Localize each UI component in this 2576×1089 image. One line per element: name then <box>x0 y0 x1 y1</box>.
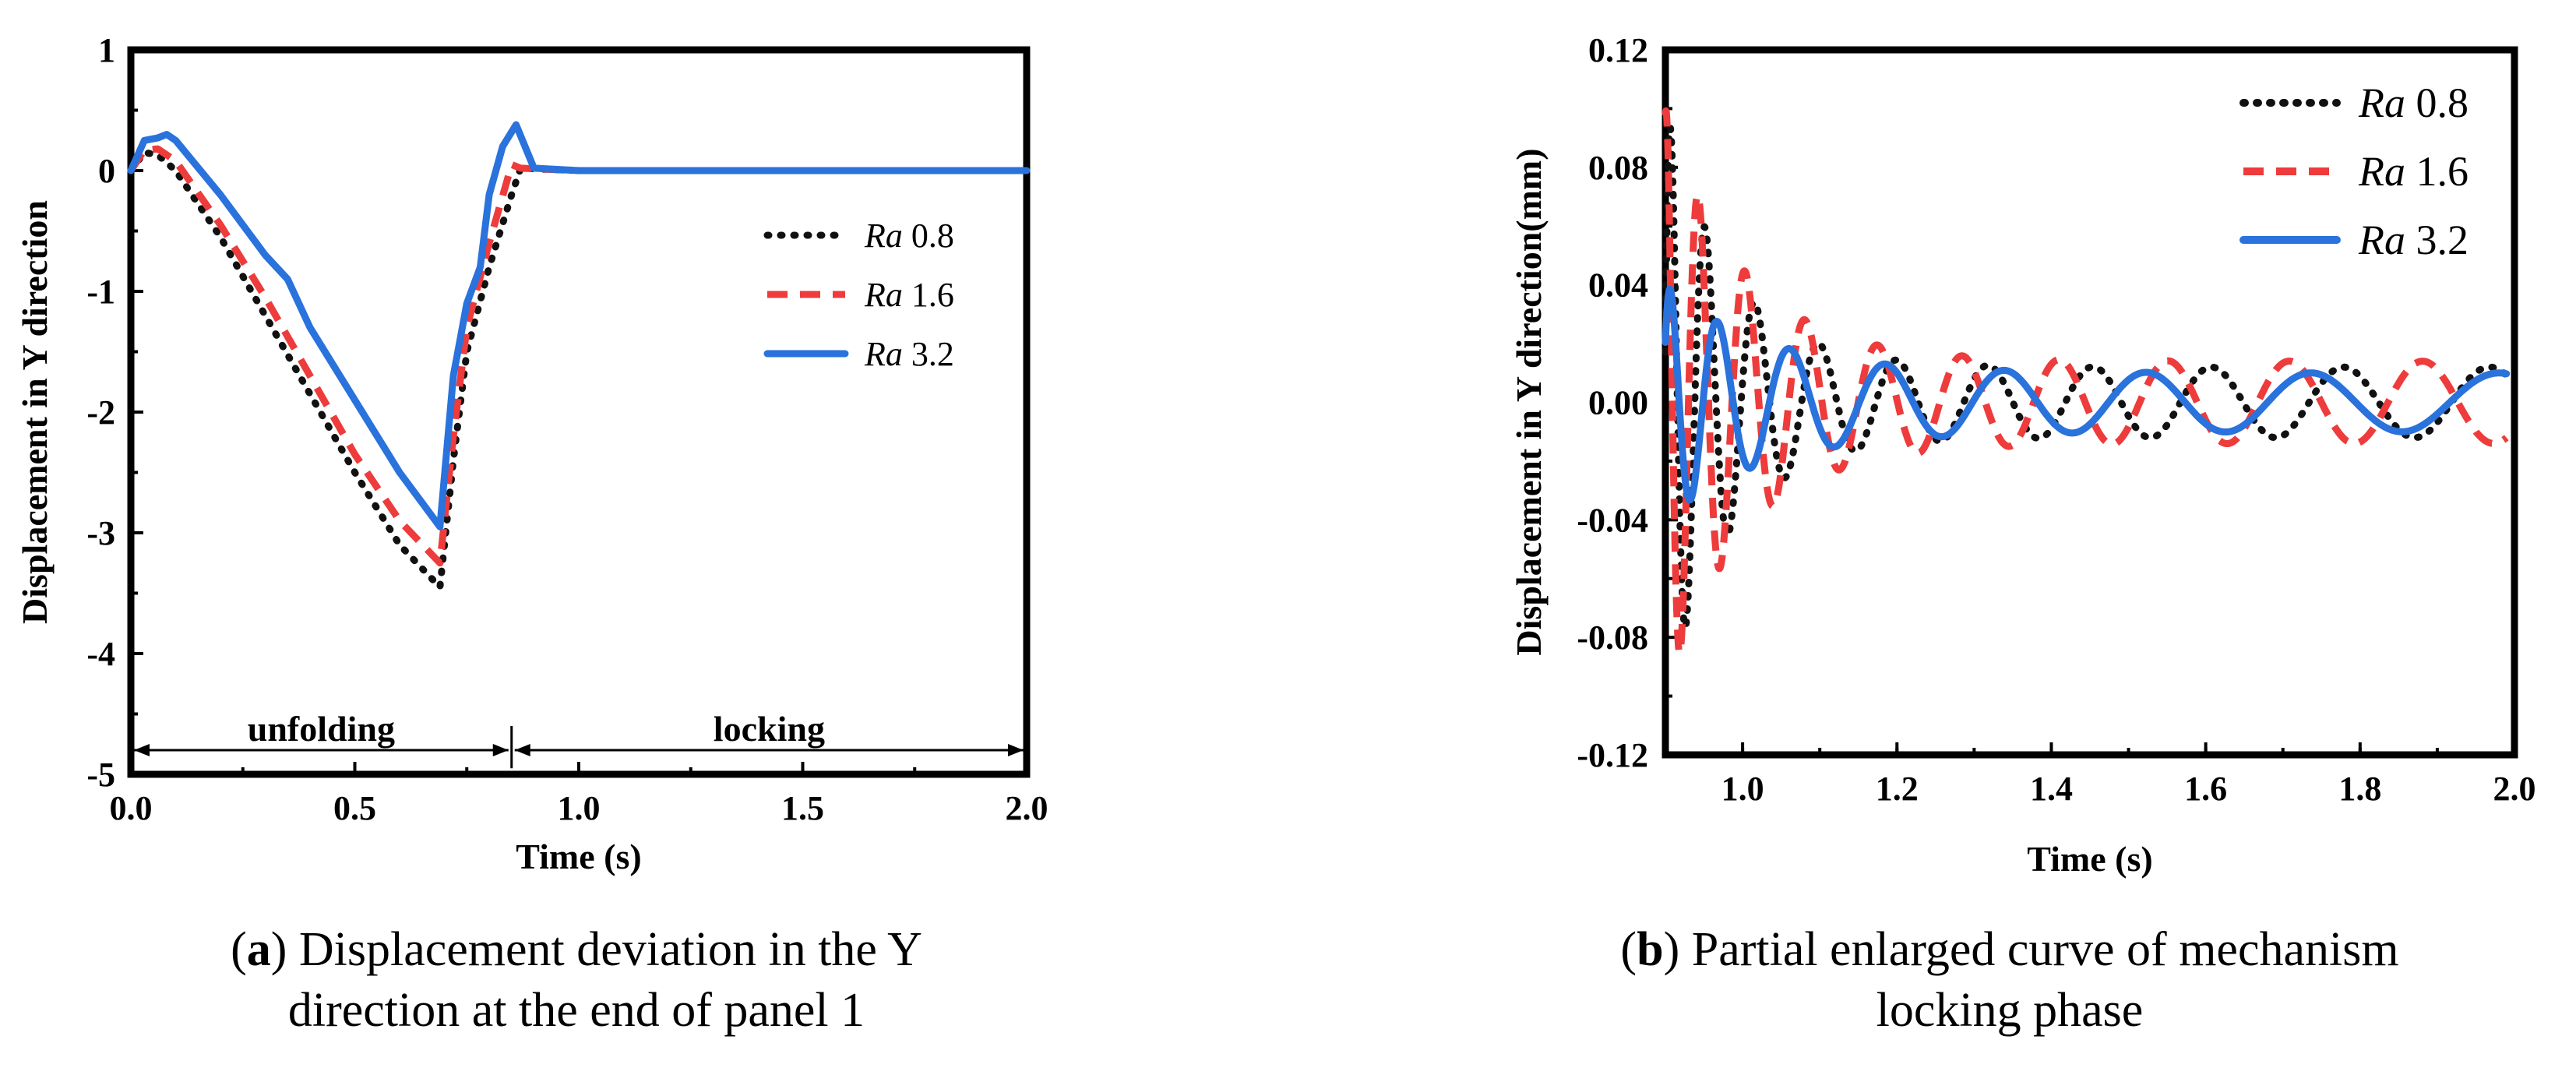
caption-a-letter: a <box>246 923 271 976</box>
arrowhead-right <box>1008 744 1024 756</box>
x-axis-label-b: Time (s) <box>2027 839 2152 879</box>
series-line-a-1 <box>128 145 1027 567</box>
caption-b: (b) Partial enlarged curve of mechanism … <box>1620 923 2399 1037</box>
arrowhead-left <box>514 744 530 756</box>
x-tick-label-a: 0.5 <box>333 789 376 827</box>
plot-frame-a <box>127 46 1031 778</box>
legend-b: Ra 0.8 Ra 1.6 Ra 3.2 <box>2239 79 2469 263</box>
legend-label-b: Ra 0.8 <box>2358 79 2469 126</box>
y-tick-label-a: 0 <box>98 152 115 190</box>
phase-label: locking <box>714 709 825 749</box>
x-tick-label-b: 1.2 <box>1876 770 1919 808</box>
x-tick-label-a: 0.0 <box>110 789 153 827</box>
legend-label-b: Ra 1.6 <box>2358 148 2469 195</box>
legend-label-b: Ra 3.2 <box>2358 217 2469 263</box>
legend-label-a: Ra 1.6 <box>864 276 954 314</box>
x-tick-label-b: 1.4 <box>2030 770 2073 808</box>
x-axis-label-a: Time (s) <box>516 837 641 876</box>
y-tick-label-a: -5 <box>86 756 115 794</box>
x-tick-label-a: 1.0 <box>558 789 601 827</box>
x-tick-label-b: 1.6 <box>2184 770 2227 808</box>
caption-b-letter: b <box>1637 923 1664 976</box>
x-tick-label-b: 2.0 <box>2493 770 2536 808</box>
legend-label-a: Ra 3.2 <box>864 335 954 373</box>
caption-a-line2: direction at the end of panel 1 <box>287 984 865 1037</box>
x-tick-label-a: 1.5 <box>781 789 824 827</box>
y-tick-label-a: -2 <box>86 393 115 432</box>
y-tick-label-b: 0.04 <box>1588 266 1648 305</box>
y-tick-label-a: -1 <box>86 273 115 311</box>
y-tick-label-a: 1 <box>98 31 115 69</box>
x-tick-label-b: 1.0 <box>1721 770 1764 808</box>
caption-b-line2: locking phase <box>1876 984 2144 1037</box>
legend-label-a: Ra 0.8 <box>864 217 954 255</box>
caption-b-line1: Partial enlarged curve of mechanism <box>1691 923 2399 976</box>
series-line-b-2 <box>1662 285 2511 504</box>
y-axis-label-b: Displacement in Y direction(mm) <box>1509 148 1549 655</box>
caption-a: (a) Displacement deviation in the Y dire… <box>231 923 922 1037</box>
x-tick-label-a: 2.0 <box>1006 789 1048 827</box>
y-tick-label-b: -0.04 <box>1577 501 1648 539</box>
caption-a-line1: Displacement deviation in the Y <box>298 923 922 976</box>
series-line-b-1 <box>1662 107 2510 657</box>
chart-panel-b: 1.0 1.2 1.4 1.6 1.8 2.0 0.12 0.08 0.04 0.00 -0.04 -… <box>1509 31 2536 879</box>
arrowhead-left <box>134 744 150 756</box>
legend-a: Ra 0.8 Ra 1.6 Ra 3.2 <box>763 217 954 373</box>
y-tick-label-a: -3 <box>86 514 115 552</box>
arrowhead-right <box>492 744 509 756</box>
y-tick-label-b: 0.00 <box>1588 384 1648 422</box>
series-line-b-0 <box>1662 124 2511 631</box>
y-tick-label-b: -0.08 <box>1577 619 1648 657</box>
x-tick-label-b: 1.8 <box>2338 770 2381 808</box>
y-tick-label-b: 0.12 <box>1588 31 1648 69</box>
series-line-a-2 <box>127 121 1031 530</box>
y-tick-label-a: -4 <box>86 635 115 673</box>
phase-label: unfolding <box>248 709 395 749</box>
y-axis-label-a: Displacement in Y direction <box>15 200 55 624</box>
y-tick-label-b: -0.12 <box>1577 736 1648 774</box>
chart-panel-a: 0.0 0.5 1.0 1.5 2.0 1 0 -1 -2 -3 -4 -5 unfolding loc… <box>15 31 1048 876</box>
y-tick-label-b: 0.08 <box>1588 149 1648 187</box>
